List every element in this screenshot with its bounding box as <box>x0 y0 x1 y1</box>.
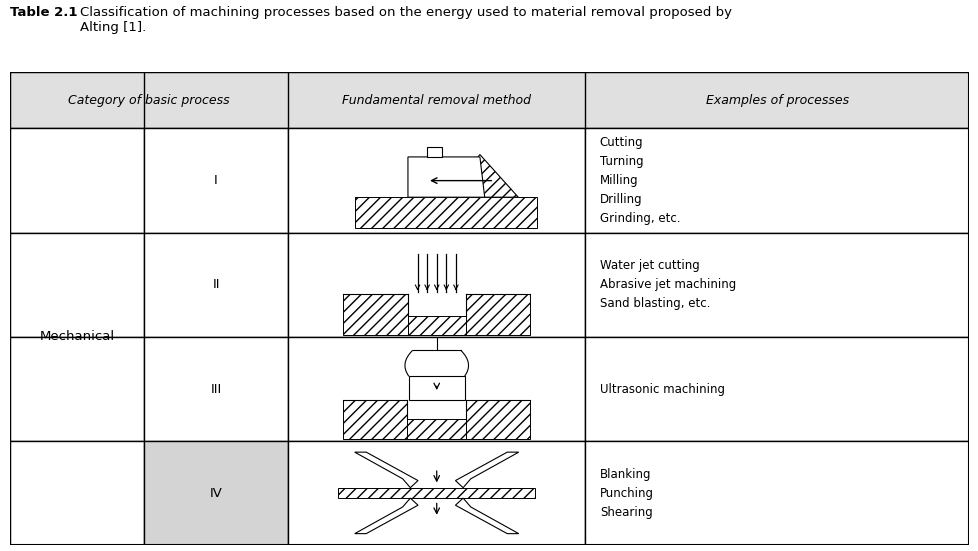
Bar <box>288 233 585 337</box>
Bar <box>407 400 466 419</box>
Text: Mechanical: Mechanical <box>39 331 114 343</box>
Bar <box>407 419 466 439</box>
Text: Category of basic process: Category of basic process <box>68 94 230 106</box>
Text: Classification of machining processes based on the energy used to material remov: Classification of machining processes ba… <box>79 6 731 34</box>
Bar <box>343 294 408 334</box>
Bar <box>144 128 288 233</box>
Text: Cutting
Turning
Milling
Drilling
Grinding, etc.: Cutting Turning Milling Drilling Grindin… <box>600 136 680 225</box>
Text: Examples of processes: Examples of processes <box>705 94 848 106</box>
Bar <box>408 316 466 334</box>
Bar <box>288 337 585 441</box>
Text: II: II <box>212 278 220 291</box>
Bar <box>10 337 144 441</box>
Bar <box>466 294 530 334</box>
Bar <box>144 233 288 337</box>
Text: Water jet cutting
Abrasive jet machining
Sand blasting, etc.: Water jet cutting Abrasive jet machining… <box>600 260 735 310</box>
Bar <box>585 233 968 337</box>
Text: I: I <box>214 174 218 187</box>
Bar <box>585 337 968 441</box>
Polygon shape <box>446 154 517 197</box>
Polygon shape <box>455 452 518 488</box>
Bar <box>10 72 968 128</box>
Bar <box>408 294 466 316</box>
Text: Table 2.1: Table 2.1 <box>10 6 77 19</box>
Bar <box>288 441 585 545</box>
Text: Ultrasonic machining: Ultrasonic machining <box>600 382 724 396</box>
Bar <box>10 128 144 233</box>
Bar <box>10 233 144 337</box>
Polygon shape <box>455 498 518 533</box>
Polygon shape <box>354 452 418 488</box>
Polygon shape <box>408 157 484 197</box>
Bar <box>338 488 535 498</box>
Bar <box>355 197 537 228</box>
Bar <box>144 337 288 441</box>
Bar <box>466 400 530 439</box>
Text: Blanking
Punching
Shearing: Blanking Punching Shearing <box>600 468 653 519</box>
Polygon shape <box>426 148 441 157</box>
Bar <box>288 128 585 233</box>
Text: III: III <box>210 382 221 396</box>
Bar <box>585 128 968 233</box>
Text: IV: IV <box>209 487 222 500</box>
Bar <box>144 441 288 545</box>
Bar <box>585 441 968 545</box>
Bar <box>10 441 144 545</box>
Polygon shape <box>354 498 418 533</box>
Text: Fundamental removal method: Fundamental removal method <box>342 94 531 106</box>
Bar <box>343 400 407 439</box>
Bar <box>409 376 465 400</box>
